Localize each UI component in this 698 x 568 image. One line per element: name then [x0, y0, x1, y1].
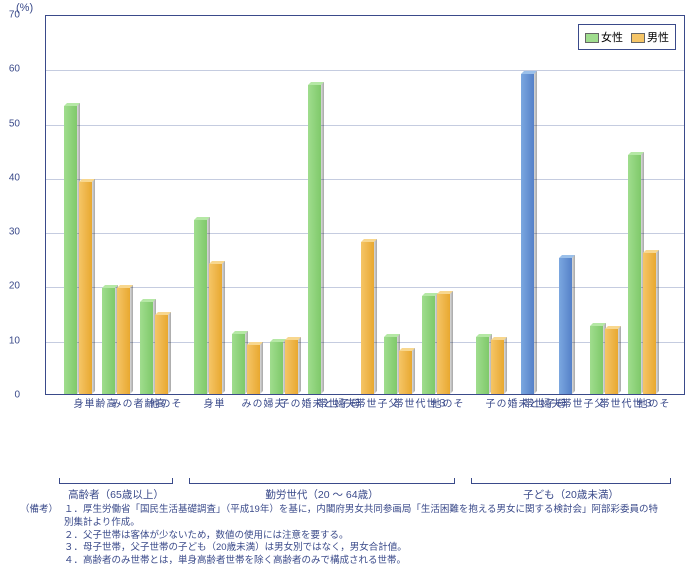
bar — [590, 326, 603, 394]
footnote-item: １．厚生労働省「国民生活基礎調査」（平成19年）を基に，内閣府男女共同参画局「生… — [64, 504, 664, 530]
footnote-item: ３．母子世帯，父子世帯の子ども（20歳未満）は男女別ではなく，男女合計値。 — [64, 542, 664, 555]
x-label: その他 — [429, 398, 462, 407]
bars-container — [46, 16, 684, 394]
bar — [605, 329, 618, 394]
chart-plot-area: 女性 男性 — [45, 15, 685, 395]
bar — [361, 242, 374, 394]
bar — [270, 342, 283, 394]
brace — [189, 478, 455, 484]
brace-label: 子ども（20歳未満） — [471, 487, 671, 502]
bar — [308, 85, 321, 394]
x-label: 単身 — [201, 398, 223, 407]
x-label: その他 — [147, 398, 180, 407]
bar — [155, 315, 168, 394]
bar — [194, 220, 207, 394]
bar — [628, 155, 641, 394]
bar — [521, 74, 534, 394]
bar — [422, 296, 435, 394]
brace-label: 勤労世代（20 ～ 64歳） — [189, 487, 455, 502]
brace-label: 高齢者（65歳以上） — [59, 487, 173, 502]
bar — [476, 337, 489, 394]
bar — [209, 264, 222, 394]
bar — [102, 288, 115, 394]
bar — [117, 288, 130, 394]
bar — [399, 351, 412, 394]
bar — [285, 340, 298, 394]
bar — [247, 345, 260, 394]
bar — [559, 258, 572, 394]
bar — [79, 182, 92, 394]
brace — [59, 478, 173, 484]
footnotes: （備考）１．厚生労働省「国民生活基礎調査」（平成19年）を基に，内閣府男女共同参… — [20, 504, 680, 568]
bar — [384, 337, 397, 394]
brace — [471, 478, 671, 484]
x-label: その他 — [635, 398, 668, 407]
bar — [437, 294, 450, 394]
bar — [232, 334, 245, 394]
footnote-item: ２．父子世帯は客体が少ないため，数値の使用には注意を要する。 — [64, 530, 664, 543]
bar — [64, 106, 77, 394]
footnote-item: ４．高齢者のみ世帯とは，単身高齢者世帯を除く高齢者のみで構成される世帯。 — [64, 555, 664, 568]
footnote-label: （備考） — [20, 504, 64, 517]
bar — [140, 302, 153, 394]
bar — [643, 253, 656, 394]
bar — [491, 340, 504, 394]
